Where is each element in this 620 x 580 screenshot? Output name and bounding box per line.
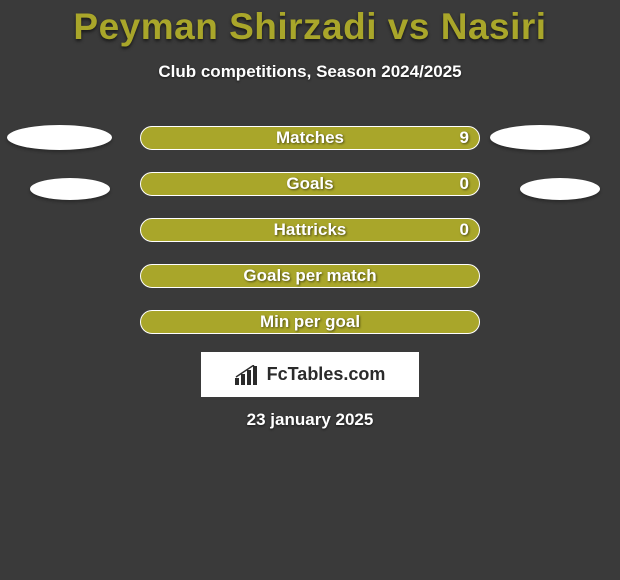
player-right-ellipse (520, 178, 600, 200)
stat-label: Min per goal (260, 312, 360, 332)
stat-bar: Goals per match (140, 264, 480, 288)
stat-label: Goals (286, 174, 333, 194)
stat-value: 0 (460, 174, 469, 194)
stat-bar: Min per goal (140, 310, 480, 334)
stat-label: Matches (276, 128, 344, 148)
brand-text: FcTables.com (267, 364, 386, 385)
date-stamp: 23 january 2025 (0, 410, 620, 430)
stat-label: Goals per match (243, 266, 376, 286)
stat-row: Min per goal (0, 310, 620, 356)
stat-rows: Matches 9 Goals 0 Hattricks 0 Goals per match M… (0, 126, 620, 356)
stat-bar: Goals 0 (140, 172, 480, 196)
page-title: Peyman Shirzadi vs Nasiri (0, 0, 620, 48)
player-right-ellipse (490, 125, 590, 150)
stat-value: 0 (460, 220, 469, 240)
stat-row: Goals 0 (0, 172, 620, 218)
stat-value: 9 (460, 128, 469, 148)
stat-row: Matches 9 (0, 126, 620, 172)
player-left-ellipse (7, 125, 112, 150)
stat-label: Hattricks (274, 220, 347, 240)
brand-box: FcTables.com (201, 352, 419, 397)
stat-bar: Matches 9 (140, 126, 480, 150)
player-left-ellipse (30, 178, 110, 200)
stat-row: Hattricks 0 (0, 218, 620, 264)
stat-bar: Hattricks 0 (140, 218, 480, 242)
stat-row: Goals per match (0, 264, 620, 310)
page-subtitle: Club competitions, Season 2024/2025 (0, 62, 620, 82)
brand-bars-icon (235, 365, 261, 385)
comparison-infographic: Peyman Shirzadi vs Nasiri Club competiti… (0, 0, 620, 580)
